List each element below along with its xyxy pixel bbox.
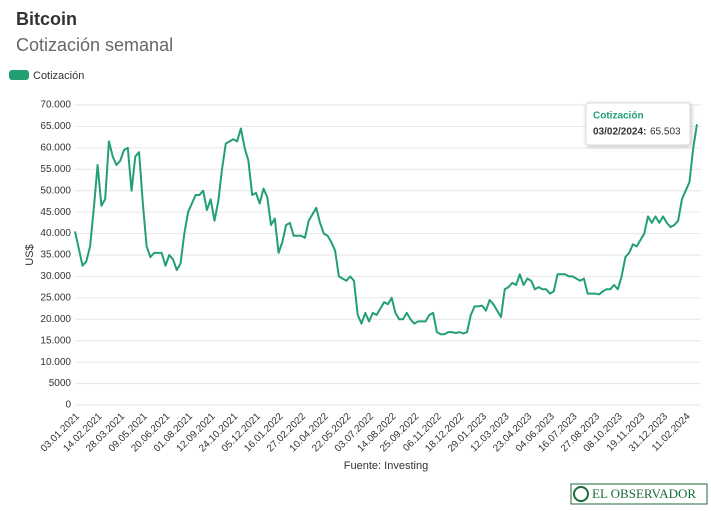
y-tick-label: 65.000 <box>40 121 71 132</box>
logo-text: EL OBSERVADOR <box>592 486 696 501</box>
tooltip-date: 03/02/2024: <box>593 127 646 138</box>
legend-label[interactable]: Cotización <box>33 70 84 82</box>
y-tick-label: 50.000 <box>40 185 71 196</box>
logo-icon <box>573 486 589 502</box>
logo-box <box>570 483 708 505</box>
tooltip-box <box>585 102 691 146</box>
logo: EL OBSERVADOR <box>570 483 708 505</box>
y-tick-label: 5000 <box>49 378 72 389</box>
y-axis-title: US$ <box>24 244 36 265</box>
plot: 0 5000 10.000 15.000 20.000 25.000 30.000 35.00… <box>39 100 701 454</box>
y-tick-label: 0 <box>65 400 71 411</box>
line-series <box>74 124 698 336</box>
source: Fuente: Investing <box>344 460 428 472</box>
y-tick-label: 15.000 <box>40 335 71 346</box>
y-tick-label: 20.000 <box>40 314 71 325</box>
tooltip: Cotización 03/02/2024: 65.503 <box>585 102 691 146</box>
chart-title: Bitcoin <box>16 9 77 29</box>
tooltip-title: Cotización <box>593 111 644 122</box>
tooltip-value: 65.503 <box>650 127 681 138</box>
y-tick-label: 55.000 <box>40 164 71 175</box>
y-tick-label: 35.000 <box>40 250 71 261</box>
y-tick-label: 40.000 <box>40 228 71 239</box>
y-tick-label: 45.000 <box>40 207 71 218</box>
chart-subtitle: Cotización semanal <box>16 35 173 55</box>
y-tick-label: 70.000 <box>40 100 71 111</box>
y-tick-label: 60.000 <box>40 142 71 153</box>
y-tick-label: 10.000 <box>40 357 71 368</box>
legend-swatch <box>9 70 29 80</box>
y-tick-label: 30.000 <box>40 271 71 282</box>
y-tick-label: 25.000 <box>40 292 71 303</box>
